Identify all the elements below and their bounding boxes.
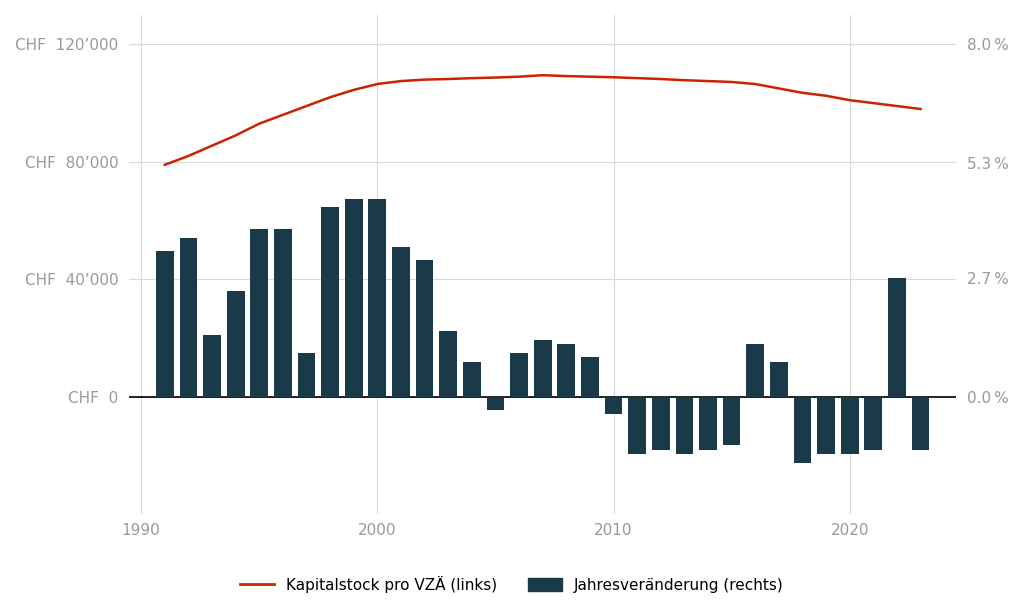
Bar [888,278,906,397]
Bar [203,335,221,397]
Bar [416,260,433,397]
Bar [605,397,623,414]
Bar [629,397,646,454]
Legend: Kapitalstock pro VZÄ (links), Jahresveränderung (rechts): Kapitalstock pro VZÄ (links), Jahresvera… [232,568,792,600]
Bar [581,357,599,397]
Bar [486,397,504,410]
Bar [226,291,245,397]
Bar [392,247,410,397]
Bar [746,344,764,397]
Bar [439,331,457,397]
Bar [251,230,268,397]
Bar [557,344,575,397]
Bar [817,397,835,454]
Bar [345,198,362,397]
Bar [652,397,670,449]
Bar [369,198,386,397]
Bar [841,397,858,454]
Bar [298,352,315,397]
Bar [676,397,693,454]
Bar [274,230,292,397]
Bar [534,340,552,397]
Bar [322,208,339,397]
Bar [179,238,198,397]
Bar [723,397,740,445]
Bar [911,397,930,449]
Bar [794,397,811,463]
Bar [699,397,717,449]
Bar [510,352,528,397]
Bar [864,397,883,449]
Bar [463,362,480,397]
Bar [770,362,787,397]
Bar [156,251,174,397]
